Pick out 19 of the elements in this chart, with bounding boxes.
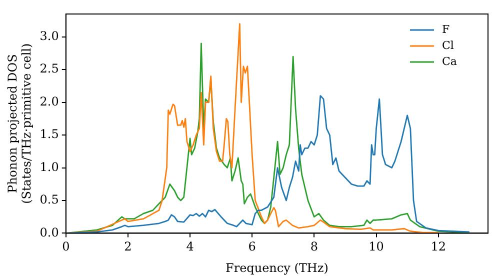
y-tick-label: 2.0 <box>40 94 59 108</box>
y-tick-label: 1.5 <box>40 127 59 142</box>
y-tick-label: 0.0 <box>40 225 59 240</box>
x-tick-label: 2 <box>124 240 132 254</box>
x-tick-label: 10 <box>368 240 384 254</box>
legend-label: Cl <box>442 38 454 52</box>
legend-label: Ca <box>442 54 458 68</box>
legend-label: F <box>442 22 450 36</box>
x-tick-label: 12 <box>430 240 446 254</box>
x-axis-title: Frequency (THz) <box>226 260 328 275</box>
y-tick-label: 1.0 <box>40 160 59 174</box>
x-tick-label: 8 <box>310 240 318 254</box>
x-tick-label: 6 <box>248 240 256 254</box>
x-tick-label: 0 <box>62 240 70 254</box>
y-axis-title: Phonon projected DOS (States/THz·primitive cell) <box>5 43 34 204</box>
x-tick-label: 4 <box>186 240 194 254</box>
y-tick-label: 3.0 <box>40 29 59 44</box>
y-tick-label: 0.5 <box>40 192 59 207</box>
y-tick-label: 2.5 <box>40 62 59 76</box>
